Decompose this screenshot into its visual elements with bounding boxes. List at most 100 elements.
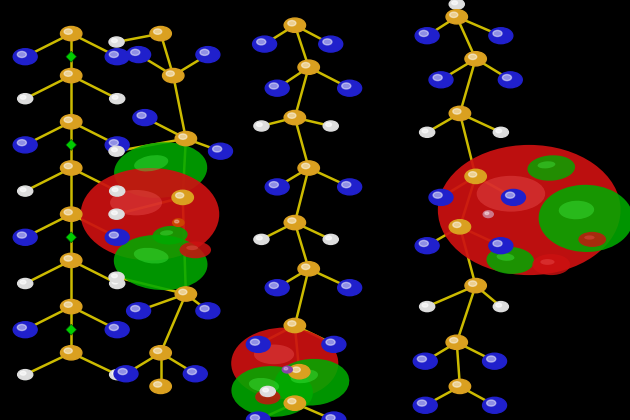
Circle shape <box>326 236 331 240</box>
Ellipse shape <box>584 236 595 239</box>
Circle shape <box>114 366 138 382</box>
Circle shape <box>64 29 72 34</box>
Circle shape <box>417 356 427 362</box>
Circle shape <box>338 80 362 96</box>
Circle shape <box>64 348 72 354</box>
Circle shape <box>187 368 197 375</box>
Ellipse shape <box>438 145 621 275</box>
Circle shape <box>20 188 26 192</box>
Circle shape <box>253 36 277 52</box>
Circle shape <box>18 94 33 104</box>
Circle shape <box>284 368 288 370</box>
Ellipse shape <box>186 245 198 250</box>
Circle shape <box>112 95 118 99</box>
Circle shape <box>64 302 72 307</box>
Circle shape <box>413 353 437 369</box>
Circle shape <box>449 379 471 394</box>
Circle shape <box>13 322 37 338</box>
Circle shape <box>246 412 270 420</box>
Circle shape <box>417 400 427 406</box>
Circle shape <box>110 94 125 104</box>
Circle shape <box>110 186 125 196</box>
Circle shape <box>465 52 486 66</box>
Circle shape <box>341 83 351 89</box>
Circle shape <box>172 190 193 205</box>
Polygon shape <box>66 324 76 335</box>
Ellipse shape <box>110 190 162 215</box>
Circle shape <box>265 179 289 195</box>
Polygon shape <box>20 186 30 197</box>
Circle shape <box>453 222 461 228</box>
Polygon shape <box>20 232 30 243</box>
Circle shape <box>498 72 522 88</box>
Circle shape <box>429 189 453 205</box>
Circle shape <box>341 181 351 188</box>
Circle shape <box>64 117 72 123</box>
Circle shape <box>338 179 362 195</box>
Circle shape <box>13 49 37 65</box>
Circle shape <box>422 303 428 307</box>
Circle shape <box>453 109 461 114</box>
Circle shape <box>265 80 289 96</box>
Circle shape <box>112 280 118 284</box>
Circle shape <box>179 134 187 139</box>
Circle shape <box>60 161 82 175</box>
Circle shape <box>469 172 477 177</box>
Circle shape <box>254 234 269 244</box>
Circle shape <box>326 415 335 420</box>
Circle shape <box>209 143 232 159</box>
Polygon shape <box>20 324 30 335</box>
Circle shape <box>322 336 346 352</box>
Circle shape <box>109 146 124 156</box>
Circle shape <box>20 371 26 375</box>
Ellipse shape <box>477 176 545 212</box>
Circle shape <box>154 29 162 34</box>
Circle shape <box>163 68 184 83</box>
Circle shape <box>298 262 319 276</box>
Circle shape <box>284 110 306 125</box>
Ellipse shape <box>231 328 338 399</box>
Polygon shape <box>20 369 30 380</box>
Ellipse shape <box>152 226 188 244</box>
Circle shape <box>298 60 319 74</box>
Circle shape <box>109 37 124 47</box>
Circle shape <box>109 272 124 282</box>
Circle shape <box>302 63 310 68</box>
Ellipse shape <box>249 378 279 392</box>
Circle shape <box>112 274 117 278</box>
Circle shape <box>17 139 26 146</box>
Circle shape <box>175 220 179 223</box>
Circle shape <box>323 234 338 244</box>
Circle shape <box>133 110 157 126</box>
Circle shape <box>413 397 437 413</box>
Circle shape <box>452 1 457 5</box>
Circle shape <box>17 232 26 238</box>
Circle shape <box>483 353 507 369</box>
Circle shape <box>130 49 140 55</box>
Circle shape <box>493 302 508 312</box>
Circle shape <box>449 106 471 121</box>
Ellipse shape <box>114 142 207 198</box>
Circle shape <box>453 382 461 387</box>
Circle shape <box>60 115 82 129</box>
Circle shape <box>17 324 26 331</box>
Circle shape <box>60 207 82 221</box>
Circle shape <box>154 382 162 387</box>
Circle shape <box>137 112 146 118</box>
Ellipse shape <box>255 389 280 404</box>
Polygon shape <box>66 51 76 62</box>
Circle shape <box>483 397 507 413</box>
Circle shape <box>60 346 82 360</box>
Circle shape <box>489 28 513 44</box>
Circle shape <box>60 26 82 41</box>
Circle shape <box>260 386 275 396</box>
Circle shape <box>60 68 82 83</box>
Ellipse shape <box>180 241 211 258</box>
Circle shape <box>429 72 453 88</box>
Circle shape <box>20 280 26 284</box>
Circle shape <box>60 253 82 268</box>
Circle shape <box>256 39 266 45</box>
Circle shape <box>64 71 72 76</box>
Ellipse shape <box>537 161 556 168</box>
Circle shape <box>493 30 502 37</box>
